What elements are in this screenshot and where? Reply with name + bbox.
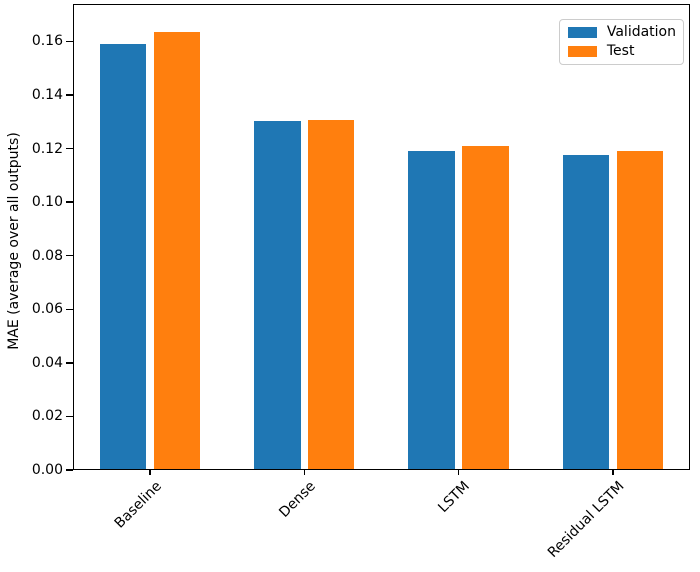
bar-validation-dense	[254, 120, 301, 470]
bar-test-residual-lstm	[616, 151, 663, 470]
y-tick-label: 0.06	[31, 301, 63, 318]
bar-test-dense	[308, 119, 355, 470]
legend-swatch-validation	[567, 27, 597, 38]
bar-validation-residual-lstm	[562, 155, 609, 470]
plot-area	[73, 4, 690, 470]
x-tick-mark	[612, 470, 614, 475]
y-tick-mark	[66, 201, 73, 203]
y-tick-label: 0.00	[31, 462, 63, 478]
y-tick-label: 0.02	[31, 408, 63, 425]
y-tick-mark	[66, 308, 73, 311]
y-tick-label: 0.14	[31, 87, 63, 104]
y-tick-label: 0.16	[31, 33, 63, 50]
y-tick-mark	[66, 362, 73, 364]
x-tick-label-baseline: Baseline	[111, 478, 165, 532]
y-tick-mark	[66, 40, 73, 43]
x-tick-label-lstm: LSTM	[435, 478, 474, 517]
x-tick-mark	[457, 470, 460, 475]
x-tick-mark	[303, 470, 306, 475]
y-tick-mark	[66, 469, 73, 471]
legend-item-validation: Validation	[567, 24, 676, 40]
legend: Validation Test	[558, 19, 684, 65]
x-tick-label-residual-lstm: Residual LSTM	[544, 478, 628, 561]
legend-label: Test	[606, 43, 635, 59]
y-tick-label: 0.12	[31, 140, 63, 157]
y-tick-label: 0.08	[31, 247, 63, 264]
bar-validation-baseline	[99, 44, 147, 470]
y-tick-mark	[66, 147, 73, 150]
legend-label: Validation	[606, 24, 676, 40]
legend-swatch-test	[567, 46, 597, 57]
bar-test-lstm	[462, 145, 509, 470]
bar-test-baseline	[153, 31, 201, 470]
legend-item-test: Test	[567, 43, 676, 59]
y-tick-mark	[66, 94, 73, 96]
x-tick-label-dense: Dense	[276, 478, 319, 521]
y-tick-label: 0.10	[31, 194, 63, 211]
y-tick-label: 0.04	[31, 354, 63, 371]
y-tick-mark	[66, 254, 73, 257]
x-tick-mark	[149, 470, 151, 475]
y-tick-mark	[66, 415, 73, 418]
bar-validation-lstm	[408, 150, 455, 470]
